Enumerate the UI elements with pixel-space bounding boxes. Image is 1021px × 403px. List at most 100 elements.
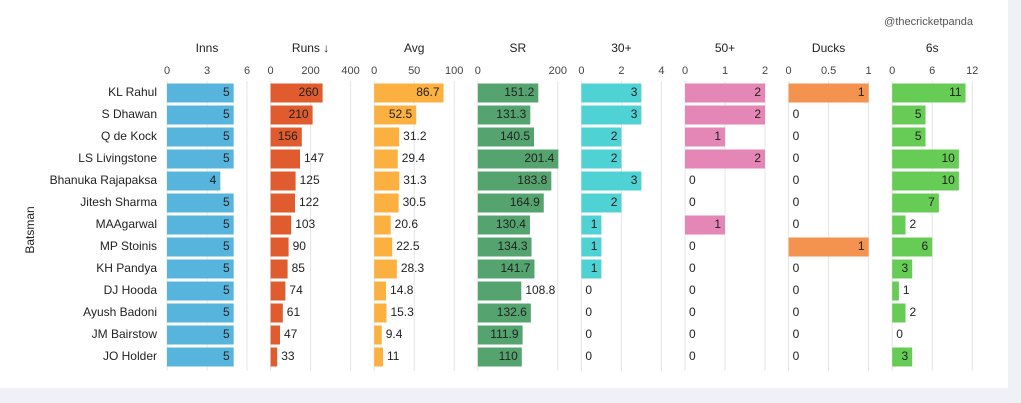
- value-label: 5: [223, 151, 230, 165]
- row-label: LS Livingstone: [78, 151, 157, 165]
- value-label: 3: [631, 107, 638, 121]
- value-label: 0: [689, 195, 696, 209]
- bar: [892, 281, 899, 301]
- bar: [477, 149, 559, 169]
- bar: [270, 215, 292, 235]
- bar: [270, 303, 283, 323]
- bar: [374, 303, 387, 323]
- x-tick-label: 50: [408, 65, 420, 77]
- bar: [581, 171, 642, 191]
- bar: [270, 171, 296, 191]
- value-label: 151.2: [504, 85, 534, 99]
- bar: [581, 105, 642, 125]
- value-label: 11: [949, 85, 962, 99]
- x-tick-label: 0: [682, 65, 688, 77]
- x-tick-label: 6: [929, 65, 935, 77]
- value-label: 5: [223, 107, 230, 121]
- value-label: 0: [585, 327, 592, 341]
- x-tick-label: 0: [371, 65, 377, 77]
- value-label: 2: [910, 217, 917, 231]
- bar: [374, 259, 397, 279]
- bar: [477, 281, 522, 301]
- value-label: 210: [289, 107, 309, 121]
- row-label: Ayush Badoni: [83, 305, 157, 319]
- bar: [581, 149, 622, 169]
- value-label: 86.7: [416, 85, 440, 99]
- row-label: MP Stoinis: [100, 239, 157, 253]
- bar: [477, 347, 522, 367]
- value-label: 1: [591, 261, 598, 275]
- bar: [788, 83, 869, 103]
- value-label: 147: [304, 151, 324, 165]
- value-label: 10: [942, 173, 956, 187]
- value-label: 28.3: [401, 261, 425, 275]
- bar: [581, 259, 602, 279]
- value-label: 0: [689, 261, 696, 275]
- bar: [892, 303, 906, 323]
- value-label: 0: [793, 151, 800, 165]
- bar: [374, 325, 382, 345]
- bar: [892, 347, 913, 367]
- panel-title: Ducks: [812, 41, 845, 55]
- x-tick-label: 6: [244, 65, 250, 77]
- bar: [477, 127, 534, 147]
- bar: [581, 193, 622, 213]
- value-label: 52.5: [389, 107, 413, 121]
- value-label: 0: [585, 283, 592, 297]
- x-tick-label: 0: [786, 65, 792, 77]
- bar: [167, 347, 234, 367]
- value-label: 0: [585, 305, 592, 319]
- row-label: JO Holder: [103, 349, 157, 363]
- panel-title: SR: [509, 41, 526, 55]
- bar: [374, 215, 391, 235]
- value-label: 5: [223, 239, 230, 253]
- value-label: 5: [223, 217, 230, 231]
- value-label: 1: [714, 129, 721, 143]
- bar: [167, 259, 234, 279]
- x-tick-label: 3: [204, 65, 210, 77]
- value-label: 11: [387, 349, 400, 363]
- bar: [270, 83, 323, 103]
- bar: [581, 127, 622, 147]
- panel-title: 50+: [715, 41, 735, 55]
- value-label: 0: [793, 261, 800, 275]
- bar: [581, 215, 602, 235]
- value-label: 2: [611, 129, 618, 143]
- bar: [477, 105, 531, 125]
- x-tick-label: 4: [658, 65, 664, 77]
- value-label: 1: [714, 217, 721, 231]
- source: @thecricketpanda: [884, 16, 974, 28]
- bar: [477, 237, 532, 257]
- x-tick-label: 400: [341, 65, 359, 77]
- bar: [374, 171, 400, 191]
- bar: [374, 127, 400, 147]
- row-label: JM Bairstow: [92, 327, 158, 341]
- value-label: 0: [689, 305, 696, 319]
- value-label: 5: [915, 129, 922, 143]
- bar: [685, 149, 765, 169]
- bar: [477, 83, 539, 103]
- x-tick-label: 100: [445, 65, 463, 77]
- value-label: 5: [223, 195, 230, 209]
- value-label: 61: [287, 305, 301, 319]
- bar: [167, 237, 234, 257]
- value-label: 0: [793, 217, 800, 231]
- bar: [270, 281, 286, 301]
- value-label: 201.4: [524, 151, 554, 165]
- value-label: 0: [793, 107, 800, 121]
- bar: [685, 127, 725, 147]
- value-label: 5: [223, 349, 230, 363]
- x-tick-label: 200: [301, 65, 319, 77]
- bar: [477, 259, 535, 279]
- value-label: 1: [858, 239, 865, 253]
- value-label: 110: [499, 349, 518, 363]
- value-label: 0: [689, 349, 696, 363]
- value-label: 4: [210, 173, 217, 187]
- value-label: 0: [793, 129, 800, 143]
- panel-title: 30+: [611, 41, 631, 55]
- value-label: 3: [631, 173, 638, 187]
- value-label: 0: [793, 349, 800, 363]
- bar: [270, 127, 302, 147]
- value-label: 125: [300, 173, 320, 187]
- value-label: 10: [942, 151, 956, 165]
